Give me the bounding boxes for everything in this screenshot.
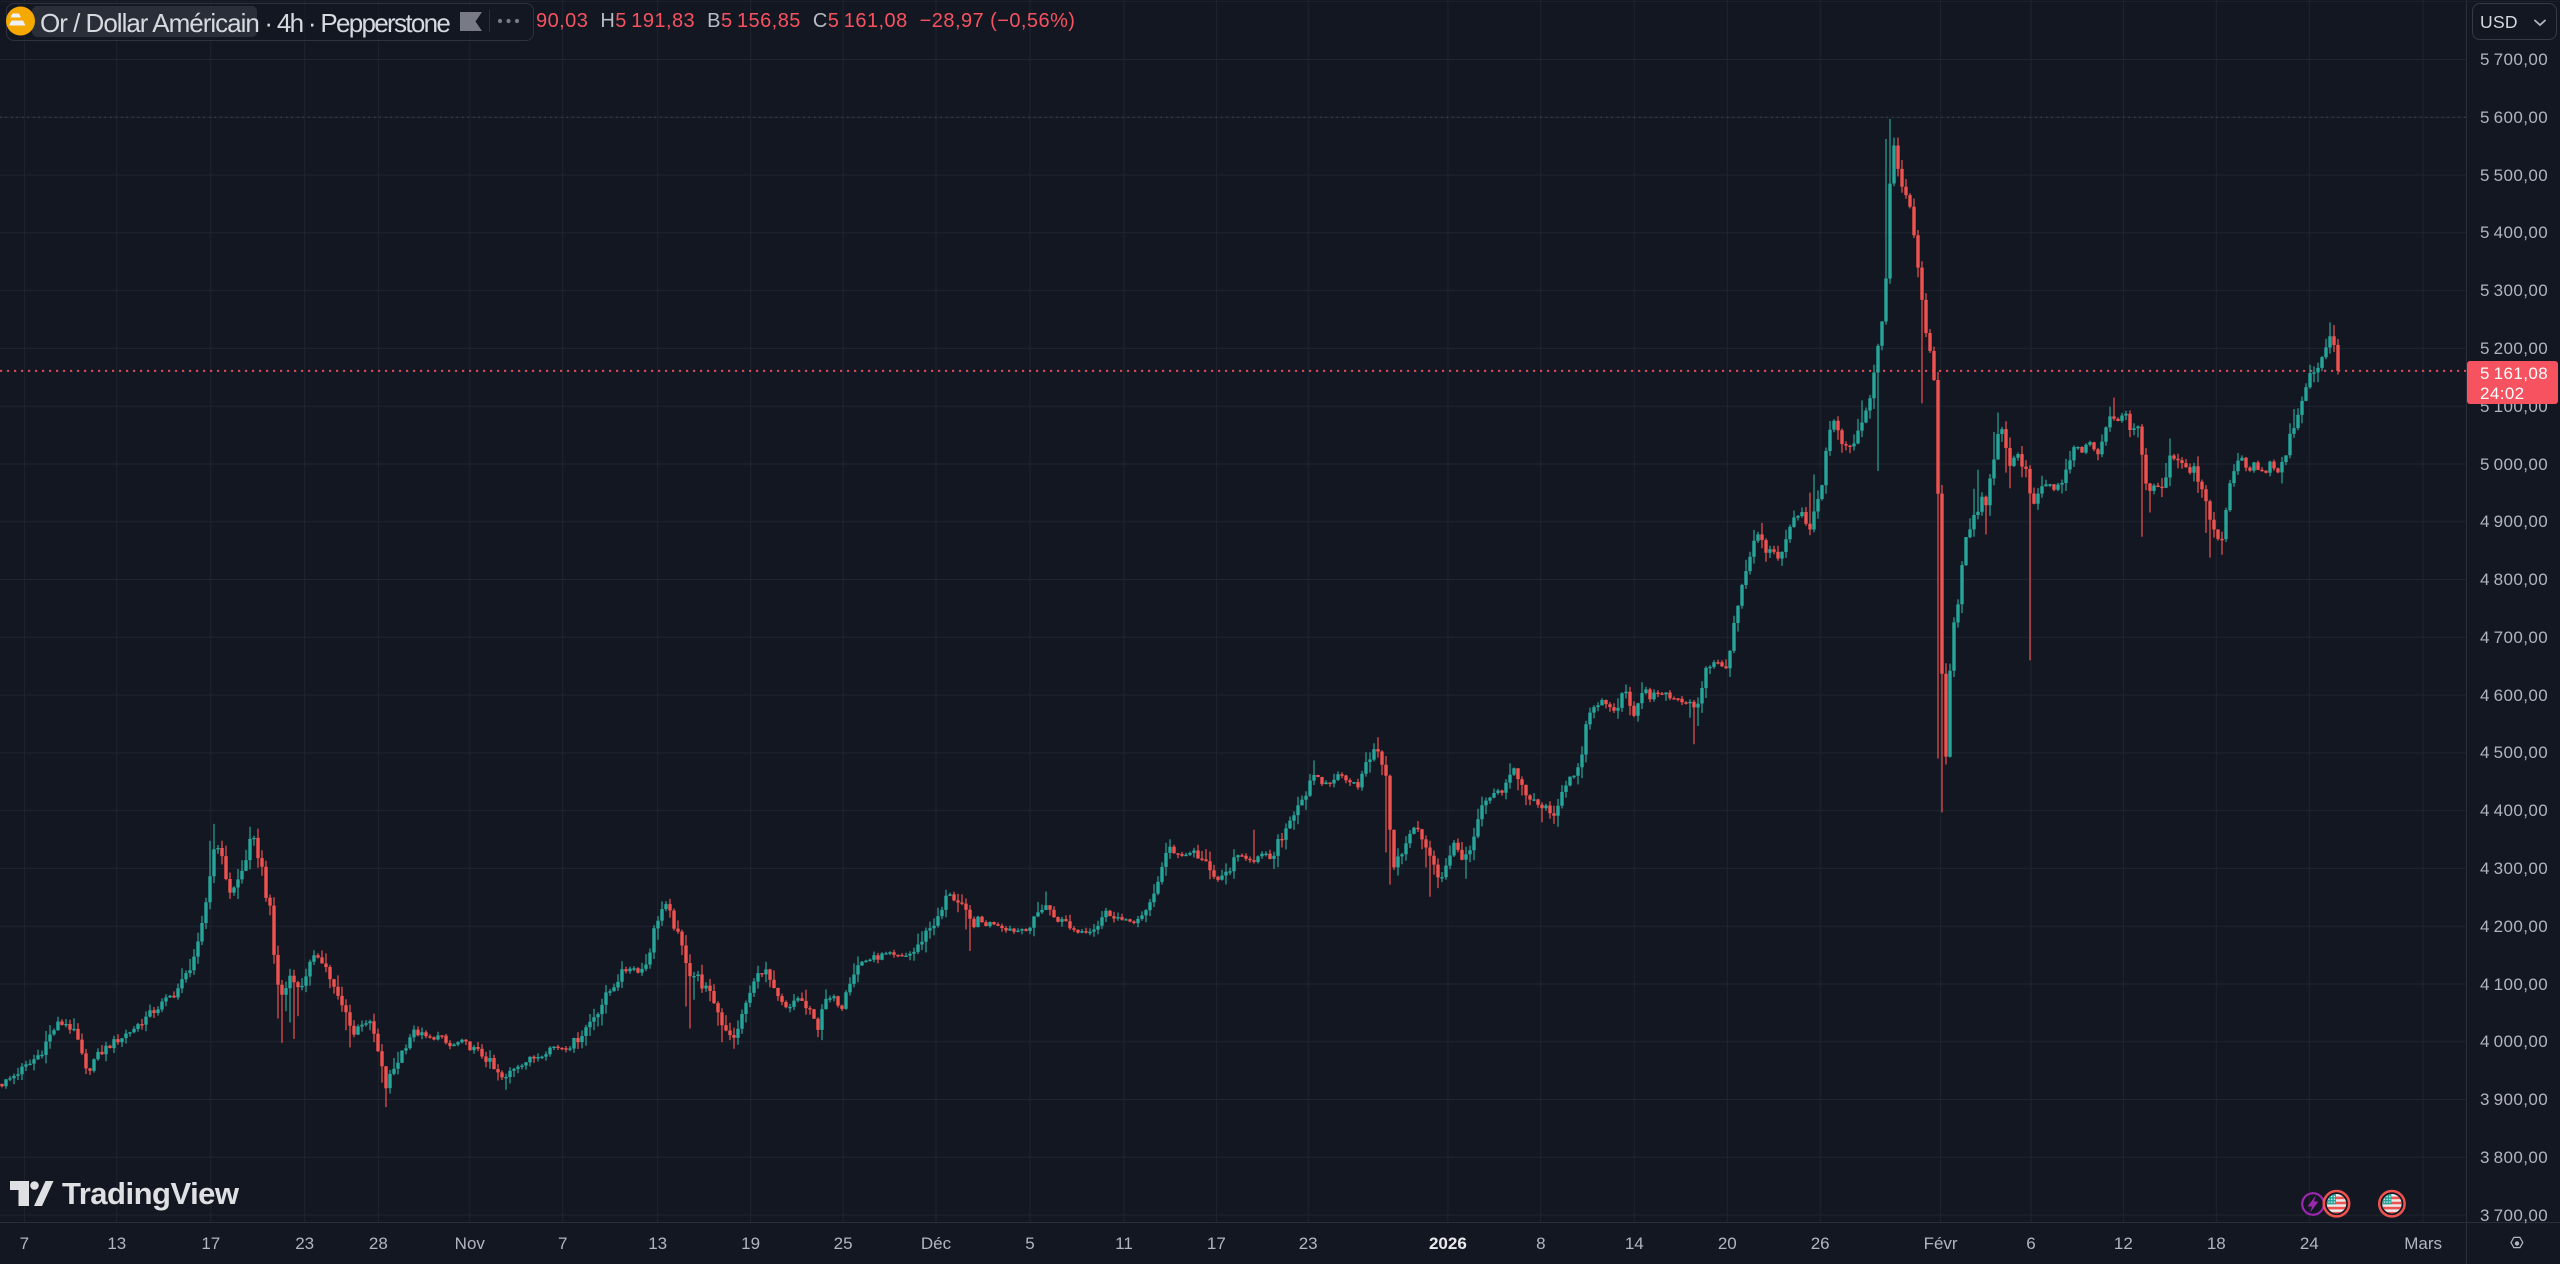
svg-text:TradingView: TradingView (62, 1176, 240, 1211)
